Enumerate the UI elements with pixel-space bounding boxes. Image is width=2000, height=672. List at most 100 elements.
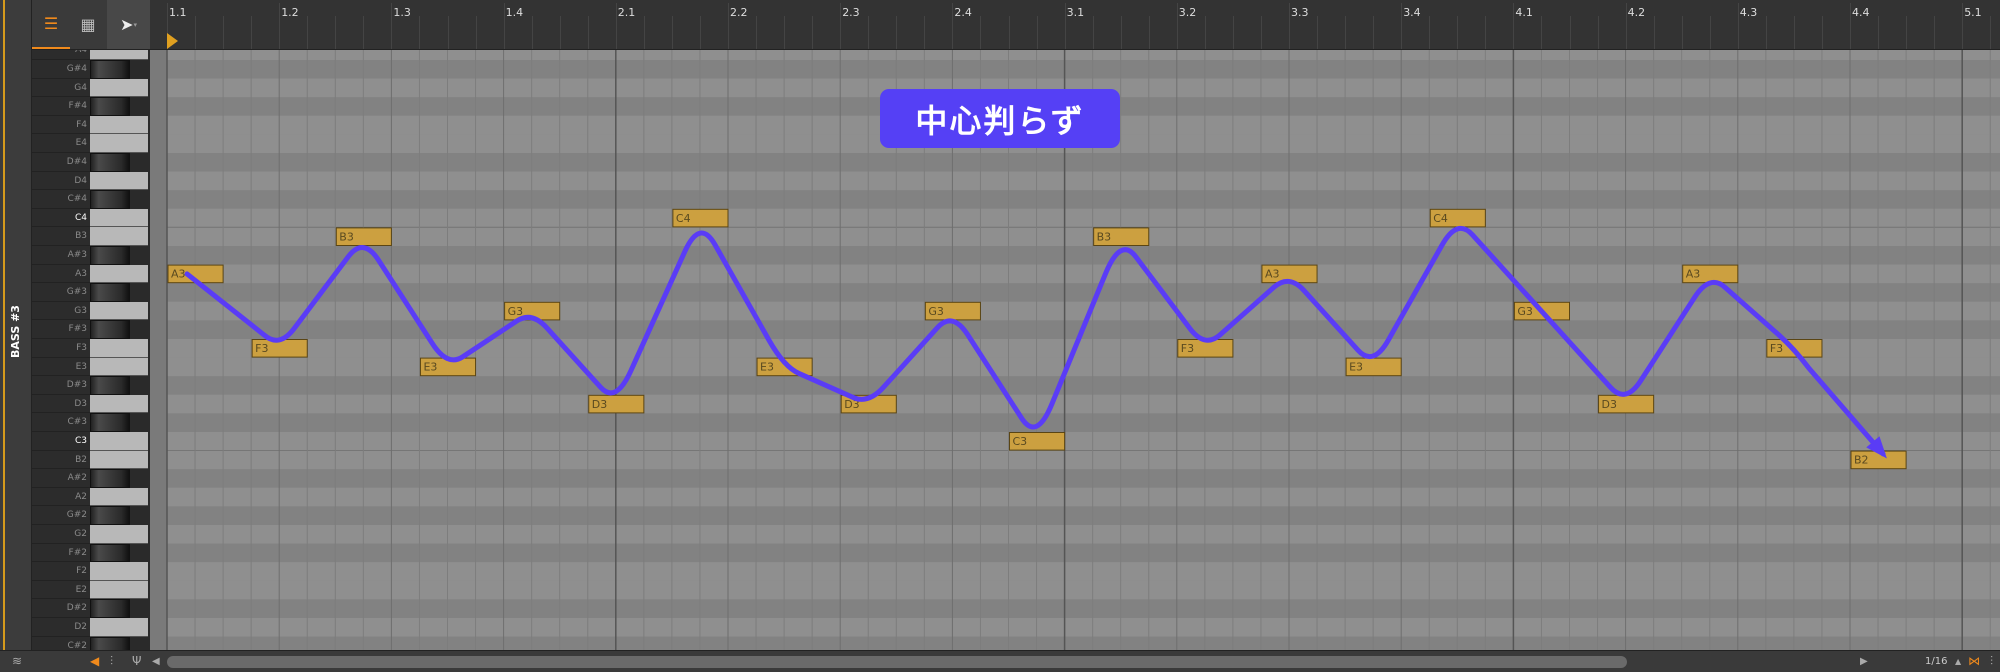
ruler-label: 1.1: [169, 6, 187, 19]
white-key[interactable]: [90, 115, 148, 135]
ruler-tick: [475, 16, 477, 49]
grid-row: [150, 78, 2000, 98]
white-key[interactable]: [90, 618, 148, 637]
pointer-icon[interactable]: ➤ ▾: [107, 0, 150, 49]
ruler-tick: [1260, 16, 1262, 49]
key-label: E3: [32, 357, 90, 377]
note-label: B2: [1854, 454, 1869, 467]
track-strip: BASS #3: [0, 0, 32, 672]
piano-keyboard[interactable]: A4 G#4 G4 F#4 F4 E4 D#4 D4 C#4 C4 B3 A#3 A3 G#3 G3 F#3 F…: [32, 50, 150, 650]
ruler-label: 5.1: [1964, 6, 1982, 19]
speaker-icon[interactable]: ◀: [90, 654, 100, 668]
settings-icon[interactable]: ⫶: [1990, 654, 1994, 668]
white-key[interactable]: [90, 394, 148, 414]
white-key[interactable]: [90, 264, 148, 284]
key-label: A2: [32, 487, 90, 507]
ruler-tick: [1204, 16, 1206, 49]
key-label: D4: [32, 171, 90, 191]
ruler-tick: [335, 16, 337, 49]
chevron-up-icon[interactable]: ▲: [1955, 657, 1962, 666]
black-key[interactable]: [90, 283, 130, 302]
playhead-marker-icon[interactable]: [167, 33, 178, 49]
note-label: D3: [844, 398, 859, 411]
piano-roll-icon[interactable]: ☰: [32, 0, 70, 49]
ruler-tick: [447, 16, 449, 49]
tuning-fork-icon[interactable]: Ψ: [132, 654, 142, 668]
ruler-label: 4.4: [1852, 6, 1870, 19]
white-key[interactable]: [90, 339, 148, 358]
key-label: F2: [32, 562, 90, 581]
snap-icon[interactable]: ⋈: [1968, 654, 1980, 668]
grid-resolution[interactable]: 1/16: [1925, 656, 1948, 667]
note-label: E3: [423, 361, 437, 374]
horizontal-scrollbar[interactable]: [167, 656, 1627, 668]
white-key[interactable]: [90, 525, 148, 544]
black-key[interactable]: [90, 506, 130, 525]
black-key[interactable]: [90, 246, 130, 265]
note-grid[interactable]: A3 F3 B3 E3 G3 D3 C4 E3 D3 G3 C3 B3 F3 A3 E3 C4 G3 D3 A3 F3…: [150, 50, 2000, 650]
black-key[interactable]: [90, 599, 130, 618]
ruler-label: 2.1: [617, 6, 636, 19]
white-key[interactable]: [90, 208, 148, 228]
white-key[interactable]: [90, 562, 148, 581]
ruler-tick: [1793, 16, 1795, 49]
white-key[interactable]: [90, 450, 148, 470]
scroll-left-icon[interactable]: ◀: [152, 656, 160, 667]
black-key[interactable]: [90, 543, 130, 563]
ruler-tick: [896, 16, 898, 49]
scroll-right-icon[interactable]: ▶: [1860, 656, 1868, 667]
ruler-tick: [1373, 16, 1375, 49]
ruler-tick: [1541, 16, 1543, 49]
white-key[interactable]: [90, 78, 148, 98]
white-key[interactable]: [90, 301, 148, 321]
white-key[interactable]: [90, 580, 148, 600]
ruler-tick: [1008, 16, 1010, 49]
key-label: G#4: [32, 60, 90, 79]
layers-icon[interactable]: ≋: [12, 654, 23, 668]
ruler-tick: [195, 16, 197, 49]
ruler-tick: [980, 16, 982, 49]
ruler-tick: [1765, 16, 1767, 49]
white-key[interactable]: [90, 50, 148, 60]
grid-icon[interactable]: ▦: [80, 15, 96, 34]
key-label: C3: [32, 432, 90, 451]
ruler-tick: [1821, 16, 1823, 49]
note-label: G3: [1517, 305, 1533, 318]
grid-row: [150, 525, 2000, 544]
black-key[interactable]: [90, 190, 130, 209]
note-label: A3: [1265, 268, 1280, 281]
black-key[interactable]: [90, 413, 130, 432]
black-key[interactable]: [90, 376, 130, 395]
black-key[interactable]: [90, 153, 130, 172]
white-key[interactable]: [90, 171, 148, 191]
black-key[interactable]: [90, 60, 130, 79]
white-key[interactable]: [90, 357, 148, 377]
key-label: G#2: [32, 506, 90, 525]
ruler-tick: [868, 16, 870, 49]
ruler-label: 4.3: [1739, 6, 1758, 19]
ruler-tick: [1625, 3, 1627, 49]
grid-row: [150, 487, 2000, 507]
key-label: C#3: [32, 413, 90, 432]
note-label: A3: [1686, 268, 1701, 281]
white-key[interactable]: [90, 227, 148, 246]
black-key[interactable]: [90, 97, 130, 116]
ruler-tick: [391, 3, 393, 49]
white-key[interactable]: [90, 134, 148, 153]
white-key[interactable]: [90, 487, 148, 507]
note-label: G3: [928, 305, 944, 318]
black-key[interactable]: [90, 636, 130, 650]
mixer-icon[interactable]: ⫶: [110, 654, 114, 668]
white-key[interactable]: [90, 432, 148, 451]
key-label: A#3: [32, 246, 90, 265]
key-label: G#3: [32, 283, 90, 302]
key-label: B2: [32, 450, 90, 470]
ruler-tick: [279, 3, 281, 49]
timeline-ruler[interactable]: 1.1 1.2 1.3 1.4 2.1 2.2 2.3 2.4 3.1 3.2 3.3 3.4 4.1 4…: [150, 0, 2000, 50]
ruler-tick: [419, 16, 421, 49]
black-key[interactable]: [90, 320, 130, 339]
grid-row: [150, 320, 2000, 339]
arrowhead-icon: [1866, 436, 1887, 459]
ruler-label: 1.2: [281, 6, 299, 19]
black-key[interactable]: [90, 469, 130, 488]
